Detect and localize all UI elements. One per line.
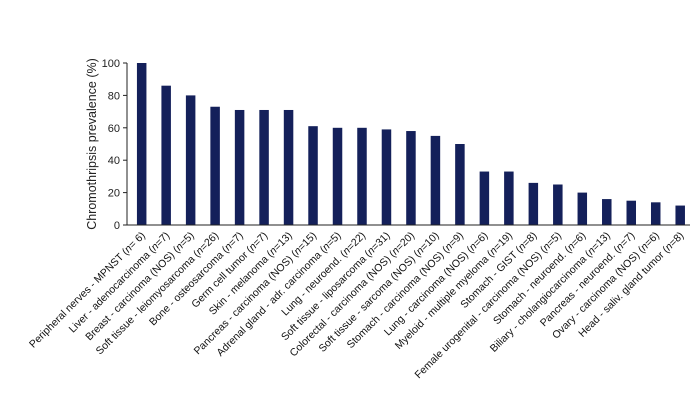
bar bbox=[430, 135, 441, 225]
axes-layer bbox=[126, 63, 690, 226]
bar bbox=[602, 199, 612, 225]
bar bbox=[210, 106, 220, 225]
y-tick-label: 0 bbox=[114, 220, 120, 232]
bar bbox=[185, 95, 196, 226]
y-tick-label: 40 bbox=[108, 155, 120, 167]
x-tick-labels: Peripheral nerves - MPNST (n= 6)Liver - … bbox=[27, 230, 686, 381]
x-tick-label-text: Breast - carcinoma (NOS) ( bbox=[83, 244, 182, 343]
bar bbox=[332, 127, 343, 225]
y-tick-label: 100 bbox=[102, 58, 120, 70]
bar bbox=[406, 131, 416, 225]
bar bbox=[283, 109, 294, 225]
bar bbox=[161, 85, 171, 226]
bar bbox=[553, 184, 563, 225]
bar bbox=[455, 144, 465, 225]
y-tick-label: 60 bbox=[108, 123, 120, 135]
bar bbox=[650, 202, 661, 225]
y-axis-title: Chromothripsis prevalence (%) bbox=[85, 58, 99, 230]
bar bbox=[357, 127, 367, 225]
bar bbox=[479, 171, 490, 225]
y-tick-label: 20 bbox=[108, 188, 120, 200]
bar bbox=[528, 182, 539, 225]
bar bbox=[504, 171, 514, 225]
y-tick-label: 80 bbox=[108, 90, 120, 102]
bar bbox=[381, 129, 392, 225]
bar bbox=[136, 63, 147, 225]
bar bbox=[234, 109, 245, 225]
y-ticks: 0 20 40 60 80 100 bbox=[102, 58, 127, 232]
bar bbox=[626, 200, 637, 225]
bar bbox=[675, 205, 685, 225]
bars-layer bbox=[136, 63, 685, 226]
bar bbox=[308, 126, 318, 225]
bar bbox=[577, 192, 588, 225]
bar bbox=[259, 109, 269, 225]
